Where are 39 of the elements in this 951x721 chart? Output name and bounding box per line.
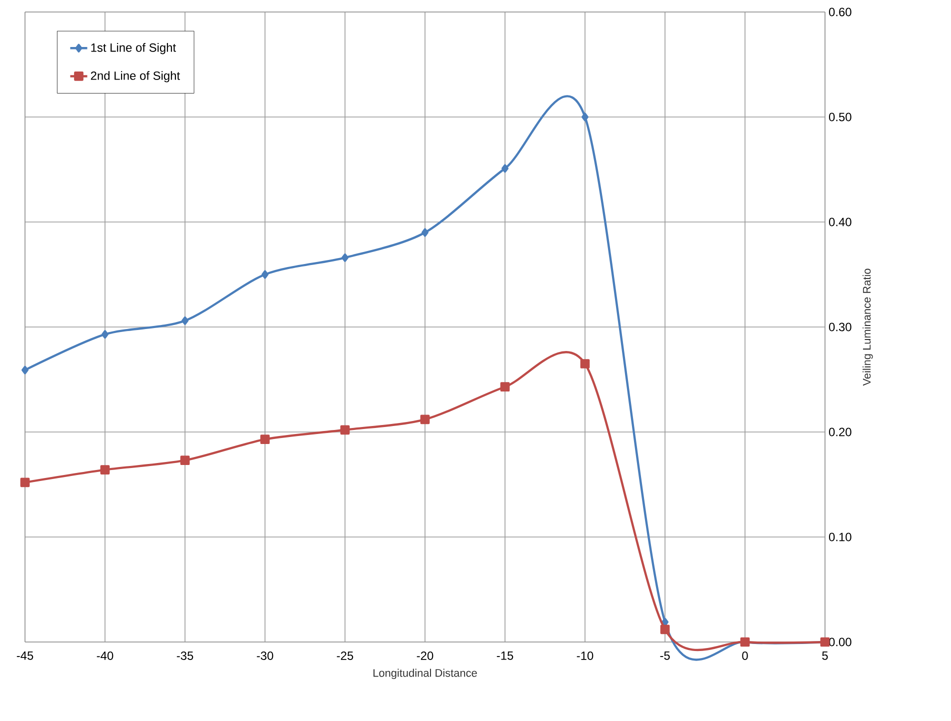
x-tick-label: 5: [822, 652, 828, 660]
point: [342, 253, 348, 262]
y-tick-label: 0.30: [828, 322, 852, 332]
point: [100, 465, 110, 474]
x-tick-label: -5: [660, 652, 670, 660]
x-tick-label: -45: [16, 652, 34, 660]
point: [420, 414, 430, 424]
x-tick-label: -30: [256, 652, 274, 660]
x-tick-label: -20: [416, 652, 434, 660]
point: [580, 359, 590, 368]
point: [180, 456, 190, 466]
point: [182, 316, 188, 325]
point: [502, 164, 508, 173]
x-tick-label: -25: [336, 652, 354, 660]
y-tick-label: 0.10: [828, 532, 852, 542]
point: [422, 228, 428, 237]
legend-label: 1st Line of Sight: [91, 43, 176, 54]
point: [262, 270, 268, 279]
legend-label: 2nd Line of Sight: [90, 71, 180, 82]
x-tick-label: -15: [496, 652, 514, 660]
point: [102, 330, 108, 339]
point: [660, 624, 670, 634]
point: [260, 434, 270, 444]
x-tick-label: 0: [742, 652, 748, 660]
x-tick-label: -35: [176, 652, 194, 660]
y-tick-label: 0.60: [828, 8, 852, 16]
y-tick-label: 0.50: [828, 112, 852, 122]
y-axis-title: Veiling Luminance Ratio: [862, 268, 873, 386]
y-tick-label: 0.20: [828, 428, 852, 436]
point: [500, 382, 510, 392]
x-tick-label: -10: [576, 652, 594, 660]
y-tick-label: 0.40: [828, 218, 852, 226]
point: [582, 112, 588, 122]
x-tick-label: -40: [96, 652, 114, 660]
point: [22, 366, 28, 374]
point: [340, 425, 350, 435]
x-axis-title: Longitudinal Distance: [374, 668, 477, 679]
point: [20, 478, 30, 488]
y-tick-label: 0.00: [828, 638, 852, 646]
